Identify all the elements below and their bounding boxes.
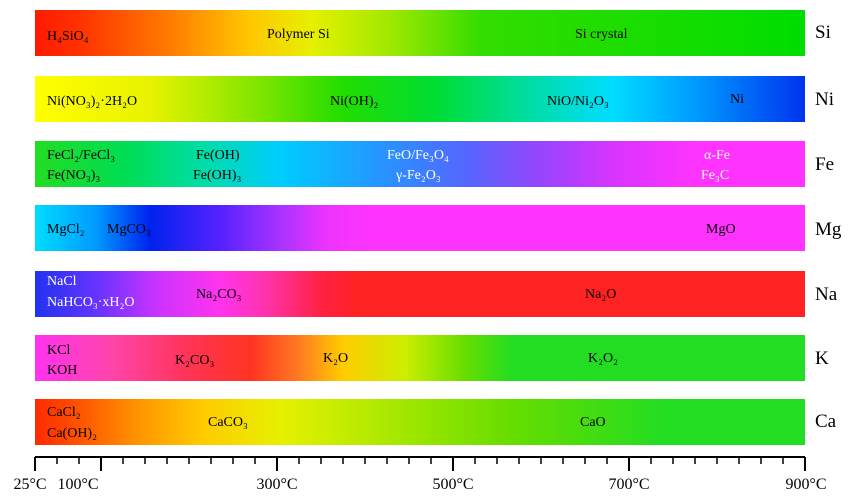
label-ca-carbonate: CaCO₃ <box>208 415 248 430</box>
element-k: K <box>815 348 829 369</box>
bar-ni <box>35 76 805 122</box>
label-si-polymer: Polymer Si <box>267 27 330 42</box>
label-fe-gamma: γ-Fe₂O₃ <box>396 168 441 183</box>
axis-tick-label: 300°C <box>256 476 298 493</box>
axis-tick-label: 900°C <box>785 476 827 493</box>
bar-si <box>35 10 805 56</box>
label-fe-carbide: Fe₃C <box>701 168 730 183</box>
bar-fe <box>35 141 805 187</box>
label-mg-chloride: MgCl₂ <box>47 222 85 237</box>
label-na-chloride: NaCl <box>47 274 77 289</box>
element-si: Si <box>815 22 831 43</box>
bar-k <box>35 335 805 381</box>
label-ni-metal: Ni <box>730 92 744 107</box>
label-k-carbonate: K₂CO₃ <box>175 353 215 368</box>
element-ni: Ni <box>815 89 834 110</box>
label-si-h4sio4: H₄SiO₄ <box>47 29 89 44</box>
label-k-peroxide: K₂O₂ <box>588 351 618 366</box>
label-mg-carbonate: MgCO₃ <box>107 222 151 237</box>
element-ca: Ca <box>815 411 837 432</box>
bar-ca <box>35 399 805 445</box>
label-fe-alpha: α-Fe <box>704 148 730 163</box>
label-k-chloride: KCl <box>47 343 71 358</box>
label-ni-hydroxide: Ni(OH)₂ <box>330 94 379 109</box>
label-k-hydroxide: KOH <box>47 363 78 378</box>
temperature-axis <box>34 456 806 471</box>
label-fe-nitrate: Fe(NO₃)₃ <box>47 168 101 183</box>
axis-tick-label: 100°C <box>57 476 99 493</box>
label-ni-oxide: NiO/Ni₂O₃ <box>547 94 609 109</box>
label-fe-oxide: FeO/Fe₃O₄ <box>387 148 449 163</box>
label-na-bicarbonate: NaHCO₃·xH₂O <box>47 295 135 310</box>
label-na-carbonate: Na₂CO₃ <box>196 287 242 302</box>
label-ni-nitrate: Ni(NO₃)₂·2H₂O <box>47 94 138 109</box>
axis-tick-label: 700°C <box>608 476 650 493</box>
bar-na <box>35 271 805 317</box>
axis-tick-label: 25°C <box>13 476 47 493</box>
label-fe-oh3: Fe(OH)₃ <box>193 168 242 183</box>
label-k-oxide: K₂O <box>323 351 349 366</box>
label-mg-oxide: MgO <box>706 222 736 237</box>
label-fe-chloride: FeCl₂/FeCl₃ <box>47 148 116 163</box>
label-ca-chloride: CaCl₂ <box>47 405 81 420</box>
element-na: Na <box>815 284 838 305</box>
label-ca-oxide: CaO <box>580 415 606 430</box>
label-ca-hydroxide: Ca(OH)₂ <box>47 426 97 441</box>
element-fe: Fe <box>815 154 834 175</box>
element-mg: Mg <box>815 219 842 240</box>
label-fe-oh: Fe(OH) <box>196 148 240 163</box>
axis-tick-label: 500°C <box>432 476 474 493</box>
label-na-oxide: Na₂O <box>585 287 617 302</box>
label-si-crystal: Si crystal <box>575 27 628 42</box>
bar-mg <box>35 205 805 251</box>
